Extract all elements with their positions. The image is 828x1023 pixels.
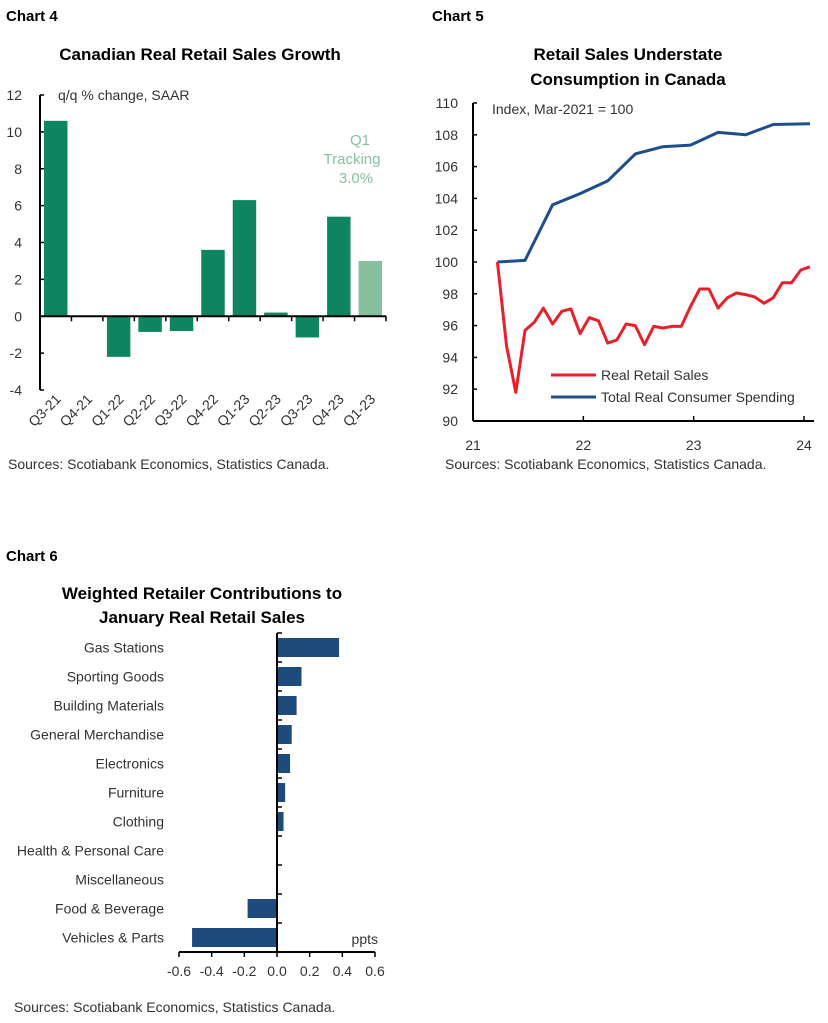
chart-4-source: Sources: Scotiabank Economics, Statistic…: [8, 456, 329, 472]
x-tick-label: Q1-22: [88, 391, 127, 430]
x-tick-label: 23: [686, 437, 702, 453]
bar-vehicles-parts: [192, 928, 277, 947]
bar-building-materials: [277, 696, 297, 715]
category-label: Furniture: [108, 785, 164, 801]
chart-5-title-line-1: Retail Sales Understate: [534, 45, 723, 64]
chart-4-annotation-line-1: Q1: [350, 132, 370, 149]
y-tick-label: 94: [442, 349, 458, 365]
bar-sporting-goods: [277, 667, 302, 686]
x-tick-label: Q2-22: [119, 391, 158, 430]
chart-6-source: Sources: Scotiabank Economics, Statistic…: [14, 999, 335, 1015]
y-tick-label: 6: [14, 198, 22, 214]
category-label: Miscellaneous: [75, 872, 164, 888]
bar-q3-22: [169, 316, 194, 331]
chart-4-annotation-line-3: 3.0%: [339, 170, 373, 187]
y-tick-label: -4: [10, 382, 23, 398]
bar-q1-23: [358, 260, 382, 317]
x-tick-label: 24: [796, 437, 812, 453]
bar-q4-23: [327, 216, 351, 317]
category-label: General Merchandise: [30, 727, 164, 743]
y-tick-label: 96: [442, 318, 458, 334]
x-tick-label: -0.6: [167, 963, 191, 979]
bar-q2-23: [264, 312, 288, 317]
chart-5: Chart 5 Retail Sales Understate Consumpt…: [432, 8, 814, 472]
category-label: Building Materials: [54, 698, 165, 714]
chart-6-unit-label: ppts: [352, 931, 378, 947]
x-tick-label: Q3-22: [151, 391, 190, 430]
y-tick-label: 10: [6, 124, 22, 140]
x-tick-label: 0.2: [300, 963, 320, 979]
legend-label-real-retail-sales: Real Retail Sales: [601, 367, 708, 383]
x-tick-label: Q4-21: [56, 391, 95, 430]
x-tick-label: Q4-23: [308, 391, 347, 430]
x-tick-label: 0.0: [267, 963, 287, 979]
y-tick-label: 98: [442, 286, 458, 302]
bar-q3-21: [44, 120, 68, 317]
chart-4-ylabel: q/q % change, SAAR: [58, 87, 190, 103]
y-tick-label: 100: [435, 254, 459, 270]
category-label: Electronics: [96, 756, 164, 772]
y-tick-label: 12: [6, 87, 22, 103]
y-tick-label: 0: [14, 308, 22, 324]
bar-q2-22: [138, 316, 162, 332]
x-tick-label: 22: [576, 437, 592, 453]
chart-6-label: Chart 6: [6, 548, 58, 565]
category-label: Gas Stations: [84, 640, 164, 656]
x-tick-label: 0.6: [365, 963, 385, 979]
category-label: Vehicles & Parts: [62, 930, 164, 946]
y-tick-label: 110: [436, 95, 459, 111]
line-real-retail-sales: [495, 261, 811, 394]
chart-5-label: Chart 5: [432, 8, 484, 25]
x-tick-label: Q4-22: [182, 391, 221, 430]
line-total-real-consumer-spending: [497, 122, 811, 264]
chart-5-legend: Real Retail Sales Total Real Consumer Sp…: [551, 367, 795, 405]
y-tick-label: 106: [435, 159, 459, 175]
bar-general-merchandise: [277, 725, 292, 744]
x-tick-label: Q1-23: [214, 391, 253, 430]
chart-6-title-line-1: Weighted Retailer Contributions to: [62, 584, 342, 603]
y-tick-label: 2: [14, 271, 22, 287]
bar-q1-22: [106, 316, 131, 357]
category-label: Sporting Goods: [67, 669, 164, 685]
y-tick-label: 108: [435, 127, 459, 143]
x-tick-label: Q2-23: [245, 391, 284, 430]
bar-clothing: [277, 812, 284, 831]
y-tick-label: 4: [14, 235, 22, 251]
chart-4-label: Chart 4: [6, 8, 58, 25]
y-tick-label: 104: [435, 190, 459, 206]
chart-6: Chart 6 Weighted Retailer Contributions …: [6, 548, 385, 1015]
chart-4: Chart 4 Canadian Real Retail Sales Growt…: [6, 8, 387, 472]
y-tick-label: 102: [435, 222, 459, 238]
bar-electronics: [277, 754, 291, 773]
category-label: Clothing: [113, 814, 164, 830]
y-tick-label: 90: [442, 413, 458, 429]
x-tick-label: Q1-23: [340, 391, 379, 430]
chart-5-ylabel: Index, Mar-2021 = 100: [492, 101, 633, 117]
x-tick-label: Q3-23: [277, 391, 316, 430]
category-label: Food & Beverage: [55, 901, 164, 917]
x-tick-label: Q3-21: [25, 391, 64, 430]
chart-6-title-line-2: January Real Retail Sales: [99, 608, 305, 627]
category-label: Health & Personal Care: [17, 843, 164, 859]
bar-gas-stations: [277, 638, 340, 657]
y-tick-label: -2: [10, 345, 23, 361]
chart-5-title-line-2: Consumption in Canada: [530, 70, 726, 89]
chart-4-annotation-line-2: Tracking: [324, 151, 381, 168]
y-tick-label: 92: [442, 381, 458, 397]
bar-food-beverage: [247, 899, 277, 918]
x-tick-label: -0.4: [200, 963, 224, 979]
chart-5-source: Sources: Scotiabank Economics, Statistic…: [445, 456, 766, 472]
bar-q4-22: [201, 249, 225, 317]
x-tick-label: -0.2: [232, 963, 256, 979]
bar-furniture: [277, 783, 286, 802]
chart-4-title: Canadian Real Retail Sales Growth: [59, 45, 341, 64]
legend-label-total-real-consumer-spending: Total Real Consumer Spending: [601, 389, 795, 405]
bar-q3-23: [295, 316, 320, 338]
x-tick-label: 21: [465, 437, 481, 453]
y-tick-label: 8: [14, 161, 22, 177]
x-tick-label: 0.4: [333, 963, 353, 979]
bar-q1-23: [232, 200, 257, 317]
